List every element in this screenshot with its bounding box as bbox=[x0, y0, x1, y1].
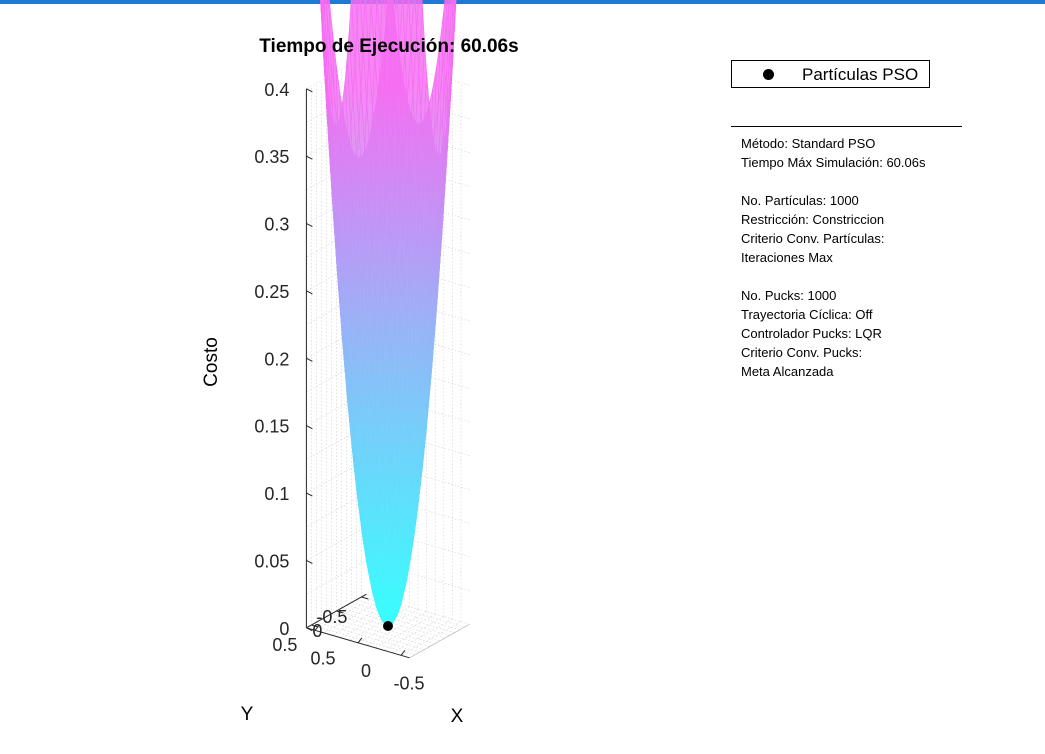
z-tick-label: 0.05 bbox=[254, 551, 289, 571]
info-line: Tiempo Máx Simulación: 60.06s bbox=[741, 155, 926, 170]
z-tick-label: 0 bbox=[279, 619, 289, 639]
z-tick-label: 0.35 bbox=[254, 147, 289, 167]
info-line: Método: Standard PSO bbox=[741, 136, 876, 151]
info-divider bbox=[731, 126, 962, 127]
x-tick-label: 0 bbox=[361, 661, 371, 681]
surface-patch bbox=[402, 0, 409, 53]
info-line: Trayectoria Cíclica: Off bbox=[741, 307, 873, 322]
grid-line bbox=[366, 492, 470, 524]
particle-marker bbox=[383, 621, 393, 631]
y-tick-label: 0.5 bbox=[272, 635, 297, 655]
simulation-info-panel: Método: Standard PSO Tiempo Máx Simulació… bbox=[741, 136, 1041, 383]
y-tick bbox=[361, 596, 369, 600]
legend-marker-icon bbox=[763, 69, 774, 80]
z-tick-label: 0.15 bbox=[254, 417, 289, 437]
x-tick bbox=[357, 637, 363, 644]
y-axis-label: Y bbox=[241, 704, 254, 725]
z-tick bbox=[306, 155, 313, 160]
z-tick bbox=[306, 559, 313, 564]
grid-line bbox=[306, 492, 367, 527]
z-tick bbox=[306, 290, 313, 295]
z-tick bbox=[306, 425, 313, 430]
grid-line bbox=[306, 560, 367, 595]
info-line: Controlador Pucks: LQR bbox=[741, 326, 882, 341]
info-line: Criterio Conv. Partículas: bbox=[741, 231, 885, 246]
y-tick-label: -0.5 bbox=[316, 607, 347, 627]
legend-label: Partículas PSO bbox=[802, 65, 919, 84]
z-tick bbox=[306, 223, 313, 227]
grid-line bbox=[351, 602, 455, 633]
y-tick-label: 0 bbox=[312, 621, 322, 641]
z-tick bbox=[306, 357, 313, 362]
surface-patch bbox=[414, 0, 419, 33]
surface-patch bbox=[397, 0, 403, 48]
axis-layer bbox=[305, 88, 470, 659]
legend: Partículas PSO bbox=[731, 60, 930, 88]
info-line: Iteraciones Max bbox=[741, 250, 833, 265]
y-tick bbox=[336, 610, 344, 614]
z-tick-label: 0.3 bbox=[264, 215, 289, 235]
info-spacer bbox=[741, 174, 1041, 193]
z-tick-label: 0.4 bbox=[264, 80, 289, 100]
grid-line bbox=[346, 605, 450, 636]
surface-patch bbox=[320, 0, 322, 5]
grid-line bbox=[314, 596, 376, 631]
info-line: Meta Alcanzada bbox=[741, 364, 834, 379]
x-tick-label: -0.5 bbox=[393, 673, 424, 693]
info-line: Restricción: Constriccion bbox=[741, 212, 885, 227]
info-line: No. Partículas: 1000 bbox=[741, 193, 859, 208]
x-tick bbox=[400, 649, 406, 656]
surface-layer bbox=[320, 0, 457, 627]
z-tick bbox=[306, 492, 313, 497]
z-tick-label: 0.2 bbox=[264, 349, 289, 369]
z-axis-label: Costo bbox=[201, 337, 222, 387]
info-line: No. Pucks: 1000 bbox=[741, 288, 837, 303]
window-accent-bar bbox=[0, 0, 1045, 4]
surface-patch bbox=[391, 0, 397, 33]
info-line: Criterio Conv. Pucks: bbox=[741, 345, 863, 360]
y-tick bbox=[311, 624, 319, 628]
grid-line bbox=[331, 613, 435, 645]
grid-line bbox=[366, 560, 470, 591]
grid-line bbox=[375, 613, 436, 649]
z-tick-label: 0.25 bbox=[254, 282, 289, 302]
surface-patch bbox=[321, 0, 325, 29]
grid-line bbox=[361, 596, 465, 628]
grid-line bbox=[357, 608, 419, 644]
z-tick bbox=[306, 627, 313, 632]
grid-line bbox=[321, 619, 425, 650]
chart-title: Tiempo de Ejecución: 60.06s bbox=[259, 36, 518, 57]
grid-line bbox=[383, 616, 444, 651]
text-layer: Tiempo de Ejecución: 60.06s Costo X Y 00… bbox=[201, 36, 519, 727]
z-tick-label: 0.1 bbox=[264, 484, 289, 504]
x-tick-label: 0.5 bbox=[310, 648, 335, 668]
x-axis-far-line bbox=[409, 623, 470, 659]
z-tick bbox=[306, 88, 313, 93]
grid-line bbox=[392, 618, 453, 654]
surface-patch bbox=[408, 0, 414, 48]
info-spacer bbox=[741, 269, 1041, 288]
grid-line bbox=[400, 621, 462, 656]
surface-patch bbox=[387, 0, 394, 74]
x-axis-label: X bbox=[451, 706, 464, 727]
x-tick bbox=[314, 624, 320, 631]
grid-line bbox=[366, 611, 427, 646]
grid-line bbox=[323, 598, 384, 634]
marker-layer bbox=[383, 621, 393, 631]
grid-line bbox=[349, 606, 410, 641]
